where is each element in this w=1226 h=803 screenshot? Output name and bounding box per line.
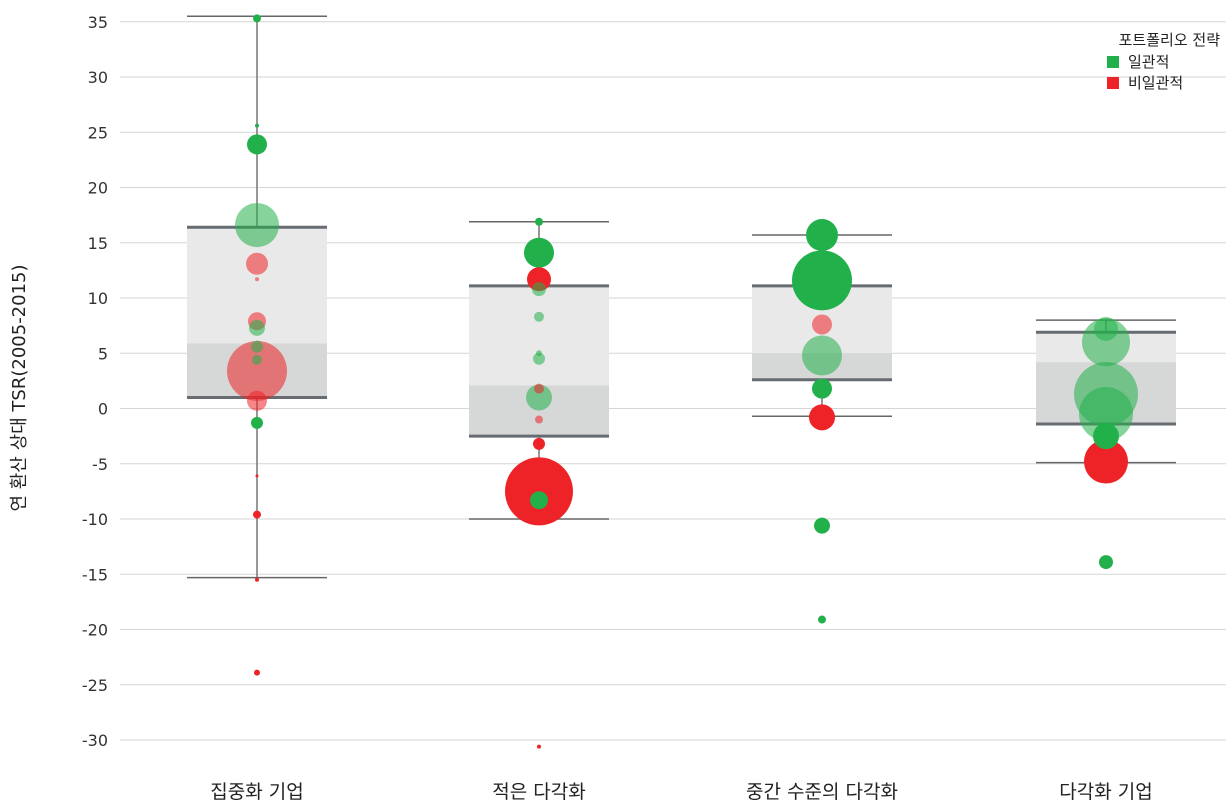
consistent-data-point: [1093, 423, 1119, 450]
y-tick-label: -15: [82, 565, 108, 584]
consistent-data-point: [1079, 387, 1133, 442]
box-plot: [187, 15, 327, 579]
inconsistent-data-point: [253, 510, 261, 519]
x-axis-category-labels: 집중화 기업 적은 다각화 중간 수준의 다각화 다각화 기업: [210, 781, 1152, 803]
data-points: [227, 14, 1138, 749]
y-tick-label: -5: [92, 455, 108, 474]
inconsistent-data-point: [255, 277, 259, 282]
y-axis-title: 연 환산 상대 TSR(2005-2015): [9, 264, 30, 511]
consistent-data-point: [524, 237, 554, 268]
consistent-data-point: [802, 335, 842, 376]
y-tick-label: 25: [88, 123, 108, 142]
consistent-data-point: [1099, 555, 1113, 570]
inconsistent-data-point: [227, 340, 287, 401]
consistent-data-point: [255, 123, 259, 128]
consistent-data-point: [814, 517, 830, 534]
y-tick-label: -25: [82, 676, 108, 695]
consistent-data-point: [252, 354, 262, 365]
legend-entry-label: 비일관적: [1128, 74, 1183, 92]
consistent-data-point: [251, 340, 263, 353]
x-category-label: 다각화 기업: [1059, 781, 1152, 803]
inconsistent-data-point: [809, 404, 835, 431]
x-category-label: 중간 수준의 다각화: [746, 781, 898, 803]
consistent-data-point: [792, 250, 852, 311]
y-tick-label: -30: [82, 731, 108, 750]
y-tick-label: 10: [88, 289, 108, 308]
y-tick-label: 5: [98, 344, 108, 363]
y-tick-label: 30: [88, 68, 108, 87]
consistent-data-point: [532, 282, 546, 297]
inconsistent-data-point: [537, 744, 541, 749]
consistent-data-point: [526, 384, 552, 411]
consistent-data-point: [253, 14, 261, 23]
consistent-data-point: [247, 134, 267, 155]
inconsistent-data-point: [254, 669, 260, 676]
consistent-data-point: [534, 311, 544, 322]
consistent-data-point: [1094, 316, 1118, 341]
consistent-data-point: [812, 378, 832, 399]
y-tick-label: 15: [88, 234, 108, 253]
inconsistent-data-point: [246, 252, 268, 275]
inconsistent-data-point: [535, 415, 543, 424]
box-upper: [469, 285, 609, 386]
y-tick-label: -10: [82, 510, 108, 529]
inconsistent-data-point: [255, 474, 259, 478]
y-tick-label: -20: [82, 621, 108, 640]
consistent-data-point: [251, 416, 263, 429]
consistent-data-point: [536, 350, 542, 357]
y-tick-label: 35: [88, 13, 108, 32]
inconsistent-data-point: [527, 267, 551, 292]
box-plots: [187, 15, 1176, 579]
legend-swatch: [1107, 56, 1119, 68]
inconsistent-data-point: [1084, 439, 1128, 484]
y-tick-label: 0: [98, 400, 108, 419]
y-axis-tick-labels: 35 30 25 20 15 10 5 0 -5 -10 -15 -20 -25 -30: [82, 13, 108, 750]
consistent-data-point: [1082, 318, 1130, 367]
x-category-label: 집중화 기업: [210, 781, 303, 803]
consistent-data-point: [249, 319, 265, 336]
legend-entry-label: 일관적: [1128, 53, 1169, 71]
legend-title: 포트폴리오 전략: [1119, 31, 1221, 49]
inconsistent-data-point: [812, 314, 832, 335]
legend-swatch: [1107, 77, 1119, 89]
inconsistent-data-point: [247, 390, 267, 411]
y-tick-label: 20: [88, 179, 108, 198]
consistent-data-point: [235, 203, 279, 248]
consistent-data-point: [530, 491, 548, 510]
inconsistent-data-point: [534, 383, 544, 394]
consistent-data-point: [533, 352, 545, 365]
consistent-data-point: [818, 615, 826, 624]
consistent-data-point: [806, 219, 838, 252]
consistent-data-point: [535, 217, 543, 226]
x-category-label: 적은 다각화: [492, 781, 585, 803]
inconsistent-data-point: [255, 577, 259, 582]
inconsistent-data-point: [533, 437, 545, 450]
